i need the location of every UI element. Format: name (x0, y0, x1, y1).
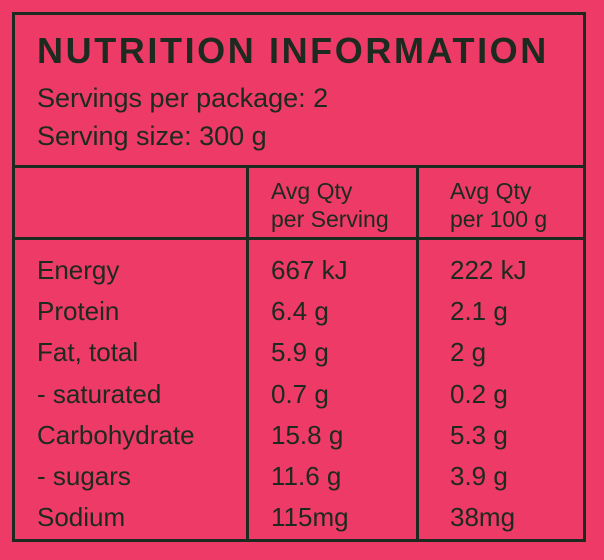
serving-size: Serving size: 300 g (37, 121, 267, 151)
table-row: Carbohydrate 15.8 g 5.3 g (15, 420, 583, 461)
table-row: - saturated 0.7 g 0.2 g (15, 379, 583, 420)
table-row: Protein 6.4 g 2.1 g (15, 296, 583, 337)
body-divider (15, 237, 583, 240)
column-header-line: per 100 g (450, 206, 548, 232)
per-100g-value: 2.1 g (450, 296, 508, 327)
nutrient-name: Energy (37, 255, 120, 285)
per-100g-value: 5.3 g (450, 419, 508, 450)
column-divider-1-body (246, 237, 249, 539)
nutrient-name: Sodium (37, 502, 126, 533)
column-header-per-serving: Avg Qty per Serving (271, 177, 389, 233)
per-100g-value: 3.9 g (450, 460, 508, 491)
column-header-line: Avg Qty (450, 178, 532, 204)
nutrient-name: - saturated (37, 378, 162, 409)
nutrition-panel: NUTRITION INFORMATION Servings per packa… (12, 12, 586, 542)
column-divider-2 (416, 165, 419, 240)
per-serving-value: 11.6 g (271, 460, 342, 491)
nutrient-name: Protein (37, 296, 120, 327)
nutrient-name: Carbohydrate (37, 419, 195, 450)
per-100g-value: 2 g (450, 337, 487, 368)
per-serving-value: 115mg (271, 502, 349, 533)
panel-title: NUTRITION INFORMATION (37, 30, 549, 71)
table-row: Fat, total 5.9 g 2 g (15, 337, 583, 378)
column-header-line: per Serving (271, 206, 389, 232)
per-100g-value: 38mg (450, 502, 516, 533)
nutrient-name: - sugars (37, 460, 131, 491)
column-divider-2-body (416, 237, 419, 539)
per-100g-value: 222 kJ (450, 255, 527, 285)
per-100g-value: 0.2 g (450, 378, 508, 409)
nutrient-rows: Energy 667 kJ 222 kJ Protein 6.4 g 2.1 g… (15, 255, 583, 543)
column-divider-1 (246, 165, 249, 240)
column-header-per-100g: Avg Qty per 100 g (450, 177, 547, 233)
table-row: Energy 667 kJ 222 kJ (15, 255, 583, 296)
per-serving-value: 0.7 g (271, 378, 329, 409)
servings-per-package: Servings per package: 2 (37, 83, 329, 113)
per-serving-value: 15.8 g (271, 419, 344, 450)
table-row: - sugars 11.6 g 3.9 g (15, 461, 583, 502)
per-serving-value: 5.9 g (271, 337, 329, 368)
header-divider (15, 165, 583, 168)
column-header-line: Avg Qty (271, 178, 353, 204)
per-serving-value: 6.4 g (271, 296, 329, 327)
per-serving-value: 667 kJ (271, 255, 348, 285)
table-row: Sodium 115mg 38mg (15, 502, 583, 543)
nutrient-name: Fat, total (37, 337, 139, 368)
